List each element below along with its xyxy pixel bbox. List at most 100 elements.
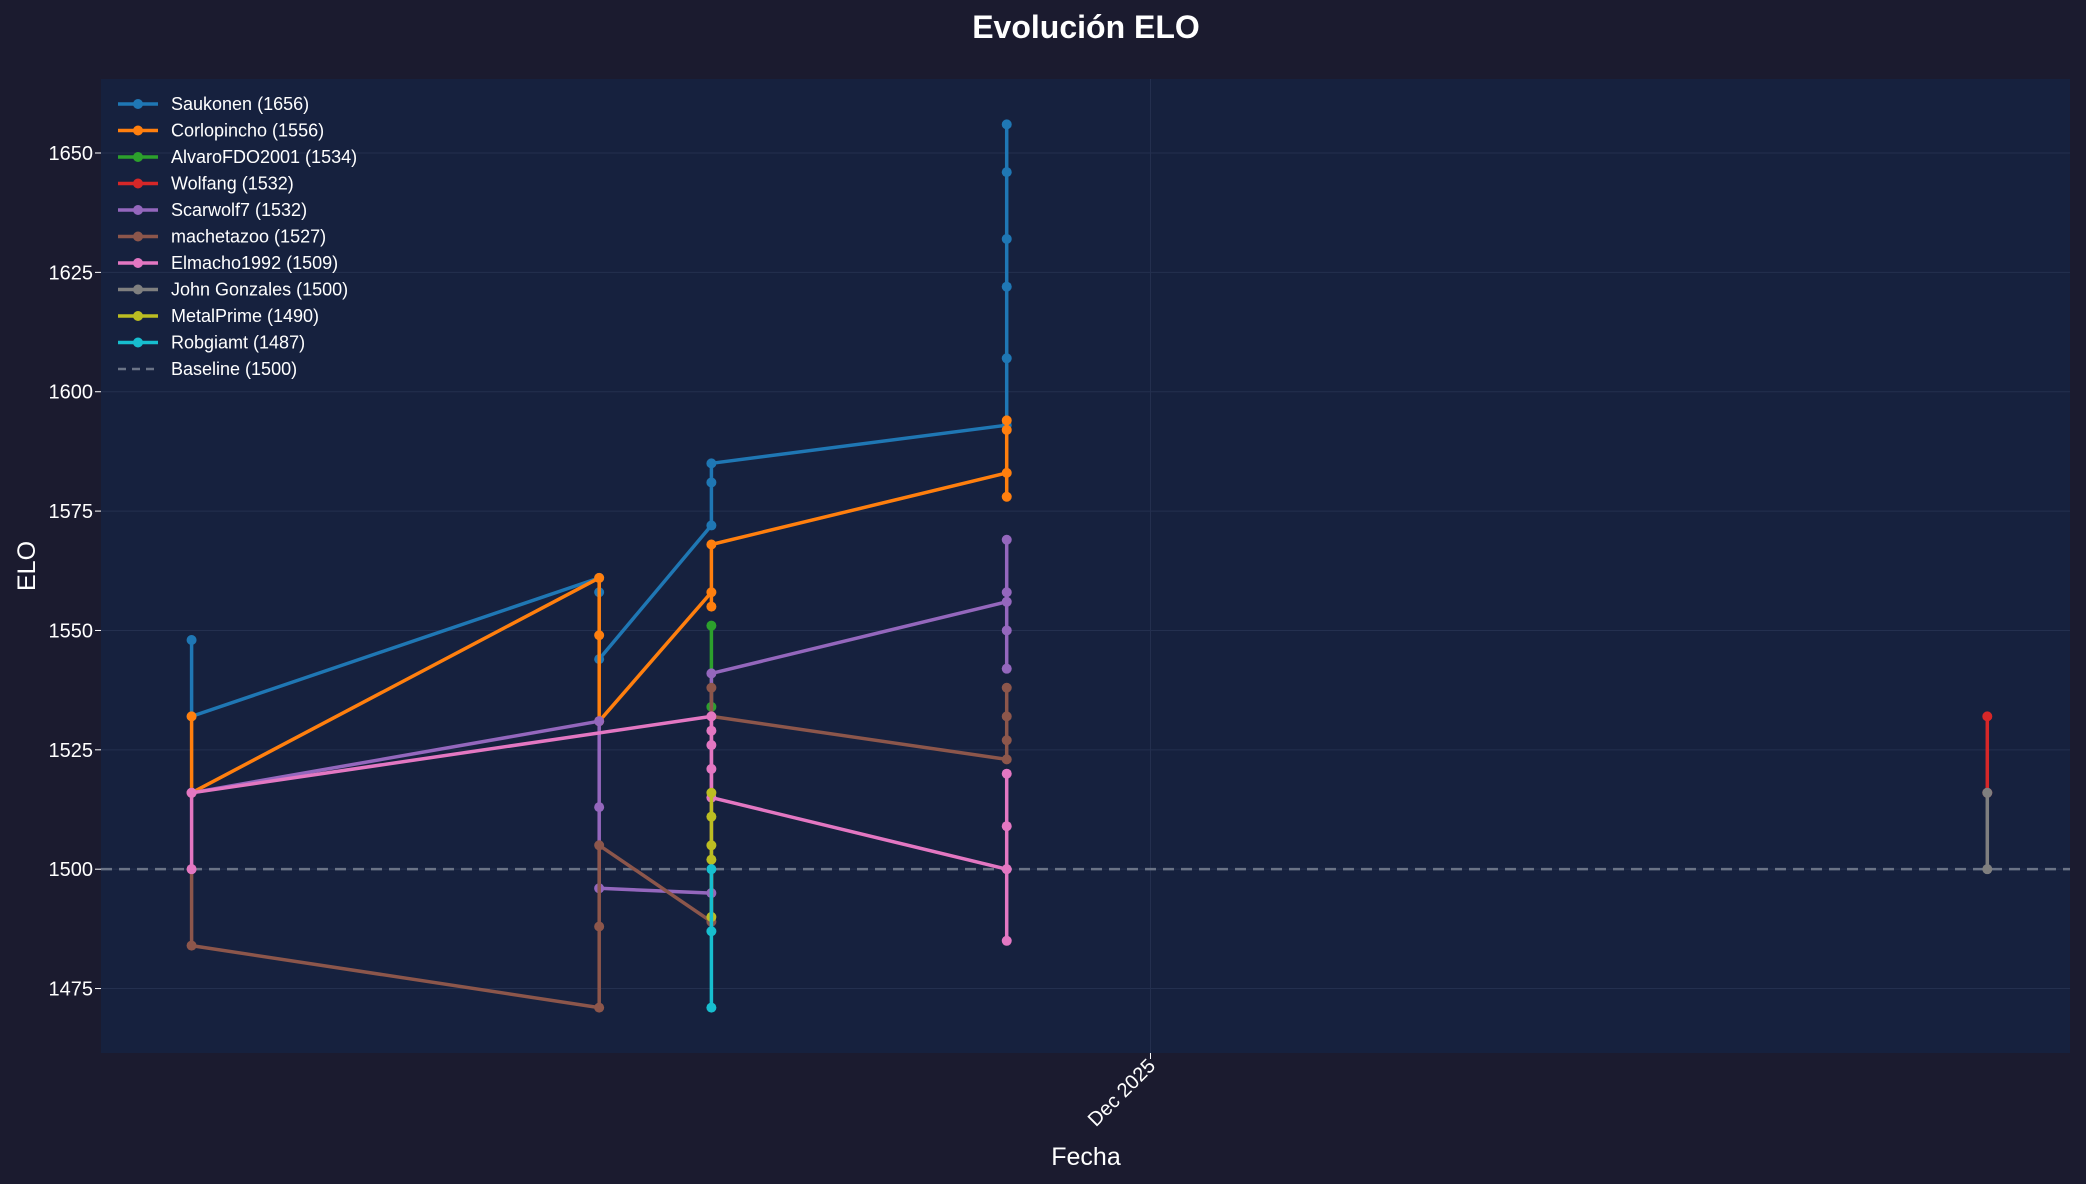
data-point-corlopincho-1556-3: [594, 630, 605, 641]
data-point-elmacho1992-1509-3: [706, 725, 717, 736]
legend-marker: [133, 152, 143, 162]
ytick-label-1625: 1625: [49, 262, 94, 284]
data-point-robgiamt-1487-0: [706, 1002, 717, 1013]
series-layer: [186, 119, 1993, 1013]
legend-marker: [133, 125, 143, 136]
data-point-corlopincho-1556-2: [594, 572, 605, 583]
data-point-saukonen-1656-10: [1001, 281, 1012, 292]
legend-label: Robgiamt (1487): [171, 333, 305, 353]
data-point-metalprime-1490-1: [706, 811, 717, 822]
legend-entry-alvarofdo2001-1534: AlvaroFDO2001 (1534): [118, 147, 357, 167]
legend-marker: [133, 231, 143, 242]
x-axis-label: Fecha: [1051, 1143, 1121, 1171]
data-point-saukonen-1656-9: [1001, 353, 1012, 364]
ytick-label-1550: 1550: [49, 620, 94, 642]
data-point-corlopincho-1556-0: [186, 711, 197, 722]
data-point-elmacho1992-1509-10: [1001, 768, 1012, 779]
legend-label: Baseline (1500): [171, 359, 297, 379]
data-point-john-gonzales-1500-0: [1982, 787, 1993, 798]
legend-marker: [133, 178, 143, 189]
data-point-elmacho1992-1509-7: [1001, 864, 1012, 875]
ytick-label-1600: 1600: [49, 382, 94, 404]
data-point-corlopincho-1556-11: [1001, 415, 1012, 426]
legend-marker: [133, 337, 143, 348]
data-point-metalprime-1490-0: [706, 787, 717, 798]
data-point-corlopincho-1556-10: [1001, 424, 1012, 435]
data-point-scarwolf7-1532-7: [1001, 663, 1012, 674]
legend-marker: [133, 99, 143, 109]
data-point-elmacho1992-1509-4: [706, 740, 717, 751]
data-point-scarwolf7-1532-1: [594, 716, 605, 727]
series-robgiamt-1487: [706, 864, 717, 1013]
series-john-gonzales-1500: [1982, 787, 1993, 875]
legend-label: Elmacho1992 (1509): [171, 253, 338, 273]
legend-label: AlvaroFDO2001 (1534): [171, 147, 357, 167]
data-point-elmacho1992-1509-5: [706, 763, 717, 774]
data-point-machetazoo-1527-4: [594, 840, 605, 851]
legend: Saukonen (1656) Corlopincho (1556) AlvaroF…: [118, 94, 357, 379]
legend-entry-elmacho1992-1509: Elmacho1992 (1509): [118, 253, 338, 273]
data-point-saukonen-1656-11: [1001, 233, 1012, 244]
legend-label: Saukonen (1656): [171, 94, 309, 114]
legend-label: John Gonzales (1500): [171, 280, 348, 300]
data-point-saukonen-1656-5: [706, 520, 717, 531]
data-point-corlopincho-1556-5: [706, 587, 717, 598]
data-point-corlopincho-1556-8: [1001, 467, 1012, 478]
ytick-label-1475: 1475: [49, 979, 94, 1001]
legend-entry-john-gonzales-1500: John Gonzales (1500): [118, 280, 348, 300]
data-point-robgiamt-1487-1: [706, 926, 717, 937]
data-point-machetazoo-1527-3: [594, 921, 605, 932]
y-axis-ticks: 1475 1500 1525 1550 1575 1600 1625 1650: [49, 143, 101, 1001]
data-point-saukonen-1656-6: [706, 477, 717, 488]
data-point-machetazoo-1527-8: [1001, 754, 1012, 765]
data-point-scarwolf7-1532-9: [1001, 587, 1012, 598]
chart-title: Evolución ELO: [972, 9, 1200, 45]
legend-label: Scarwolf7 (1532): [171, 200, 307, 220]
data-point-robgiamt-1487-2: [706, 864, 717, 875]
data-point-saukonen-1656-13: [1001, 119, 1012, 130]
data-point-elmacho1992-1509-0: [186, 864, 197, 875]
legend-marker: [133, 311, 143, 321]
data-point-wolfang-1532-1: [1982, 711, 1993, 722]
legend-label: MetalPrime (1490): [171, 306, 319, 326]
legend-entry-scarwolf7-1532: Scarwolf7 (1532): [118, 200, 307, 220]
data-point-machetazoo-1527-6: [706, 682, 717, 693]
data-point-metalprime-1490-2: [706, 840, 717, 851]
data-point-elmacho1992-1509-8: [1001, 935, 1012, 946]
data-point-john-gonzales-1500-1: [1982, 864, 1993, 875]
legend-entry-baseline-1500: Baseline (1500): [118, 359, 297, 379]
legend-entry-saukonen-1656: Saukonen (1656): [118, 94, 309, 114]
data-point-saukonen-1656-0: [186, 635, 197, 646]
legend-entry-metalprime-1490: MetalPrime (1490): [118, 306, 319, 326]
ytick-label-1500: 1500: [49, 859, 94, 881]
data-point-elmacho1992-1509-9: [1001, 821, 1012, 832]
ytick-label-1525: 1525: [49, 740, 94, 762]
data-point-saukonen-1656-7: [706, 458, 717, 469]
plot-area: [101, 79, 2070, 1053]
data-point-corlopincho-1556-7: [706, 539, 717, 550]
series-line-corlopincho-1556: [189, 418, 1009, 795]
y-axis-label: ELO: [13, 541, 41, 591]
legend-label: Wolfang (1532): [171, 174, 294, 194]
ytick-label-1650: 1650: [49, 143, 94, 165]
data-point-alvarofdo2001-1534-0: [706, 620, 717, 631]
data-point-corlopincho-1556-6: [706, 601, 717, 612]
legend-label: machetazoo (1527): [171, 227, 326, 247]
series-elmacho1992-1509: [186, 711, 1012, 946]
data-point-metalprime-1490-3: [706, 854, 717, 865]
data-point-scarwolf7-1532-10: [1001, 534, 1012, 545]
data-point-machetazoo-1527-9: [1001, 735, 1012, 746]
legend-entry-machetazoo-1527: machetazoo (1527): [118, 227, 326, 247]
data-point-scarwolf7-1532-5: [706, 668, 717, 679]
legend-marker: [133, 205, 143, 215]
data-point-saukonen-1656-12: [1001, 167, 1012, 178]
data-point-elmacho1992-1509-2: [706, 711, 717, 722]
legend-marker: [133, 284, 143, 295]
data-point-scarwolf7-1532-8: [1001, 625, 1012, 636]
ytick-label-1575: 1575: [49, 501, 94, 523]
data-point-machetazoo-1527-2: [594, 1002, 605, 1013]
legend-label: Corlopincho (1556): [171, 121, 324, 141]
legend-entry-corlopincho-1556: Corlopincho (1556): [118, 121, 324, 141]
data-point-machetazoo-1527-10: [1001, 711, 1012, 722]
